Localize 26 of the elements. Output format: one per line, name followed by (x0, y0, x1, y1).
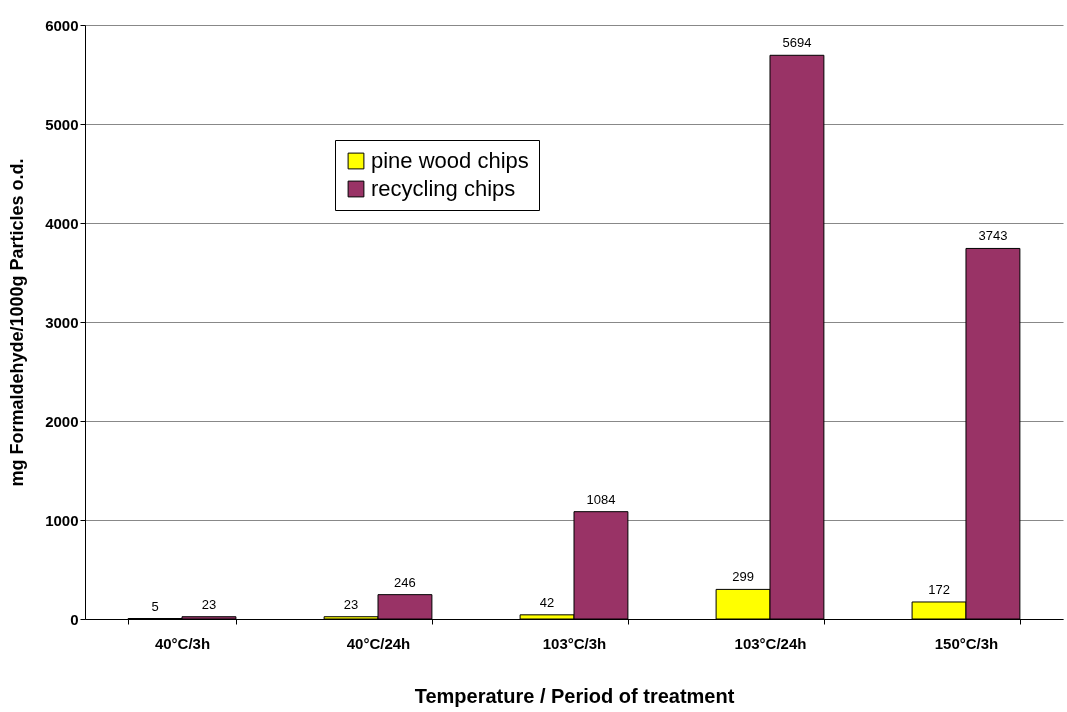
legend-label: pine wood chips (371, 148, 529, 173)
data-label: 3743 (978, 228, 1008, 244)
y-tick-label: 4000 (45, 214, 79, 232)
data-label: 5 (151, 598, 159, 614)
x-tick-label: 40°C/3h (154, 634, 211, 652)
y-tick-label: 5000 (45, 115, 79, 133)
x-tick-label: 103°C/24h (734, 634, 807, 652)
data-label: 5694 (782, 35, 812, 51)
data-label: 246 (394, 574, 416, 590)
y-tick-label: 3000 (45, 313, 79, 331)
y-tick-label: 1000 (45, 511, 79, 529)
data-label: 42 (539, 594, 555, 610)
y-axis-title: mg Formaldehyde/1000g Particles o.d. (7, 158, 28, 487)
x-tick-label: 103°C/3h (542, 634, 607, 652)
data-label: 23 (201, 596, 217, 612)
data-label: 1084 (586, 491, 616, 507)
x-tick-label: 40°C/24h (346, 634, 411, 652)
x-axis-title: Temperature / Period of treatment (414, 684, 735, 707)
y-tick-label: 0 (70, 610, 79, 628)
y-tick-label: 2000 (45, 412, 79, 430)
x-tick-label: 150°C/3h (934, 634, 999, 652)
legend-label: recycling chips (371, 176, 516, 201)
data-label: 172 (928, 581, 950, 597)
data-label: 299 (732, 569, 754, 585)
data-label: 23 (343, 596, 359, 612)
y-tick-label: 6000 (45, 16, 79, 34)
